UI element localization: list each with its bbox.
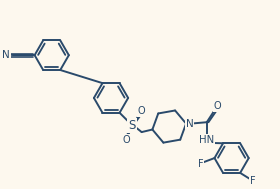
- Text: O: O: [138, 106, 146, 116]
- Text: F: F: [250, 176, 255, 186]
- Text: O: O: [213, 101, 221, 111]
- Text: F: F: [198, 159, 204, 169]
- Text: S: S: [128, 119, 136, 132]
- Text: O: O: [122, 135, 130, 145]
- Text: N: N: [2, 50, 10, 60]
- Text: HN: HN: [199, 135, 214, 145]
- Text: N: N: [186, 119, 193, 129]
